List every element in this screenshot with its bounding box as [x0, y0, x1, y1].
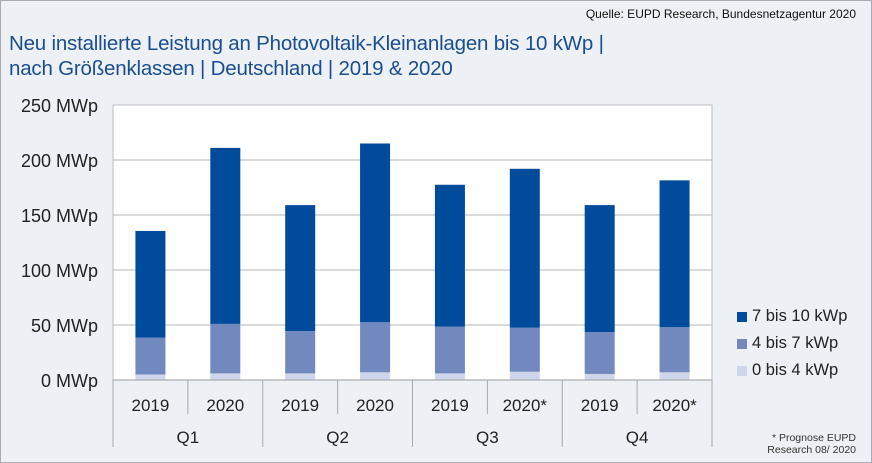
- x-tick-label: 2020*: [503, 396, 548, 415]
- chart-title: Neu installierte Leistung an Photovoltai…: [9, 31, 604, 81]
- legend-label: 7 bis 10 kWp: [752, 307, 848, 325]
- legend-swatch: [737, 365, 747, 376]
- bar-segment: [584, 332, 615, 374]
- chart-title-line-1: Neu installierte Leistung an Photovoltai…: [9, 32, 604, 55]
- y-tick-label: 200 MWp: [21, 151, 98, 171]
- legend-item-7-10: 7 bis 10 kWp: [737, 303, 847, 330]
- x-tick-label: 2019: [431, 396, 469, 415]
- y-tick-label: 50 MWp: [31, 316, 98, 336]
- legend-label: 4 bis 7 kWp: [752, 334, 839, 352]
- x-tick-label: 2020: [356, 396, 394, 415]
- bar-segment: [135, 230, 166, 338]
- x-tick-label: 2019: [581, 396, 619, 415]
- bar-segment: [360, 372, 391, 380]
- group-label: Q3: [476, 428, 499, 447]
- legend-label: 0 bis 4 kWp: [752, 361, 839, 379]
- bar-segment: [285, 205, 316, 332]
- bar-segment: [509, 371, 540, 380]
- bar-segment: [360, 143, 391, 323]
- y-tick-label: 250 MWp: [21, 96, 98, 116]
- footnote-line-2: Research 08/ 2020: [767, 444, 856, 456]
- bar-segment: [659, 180, 690, 328]
- plot-area: [112, 104, 713, 381]
- source-note: Quelle: EUPD Research, Bundesnetzagentur…: [585, 7, 856, 21]
- x-tick-label: 2019: [281, 396, 319, 415]
- legend-item-0-4: 0 bis 4 kWp: [737, 357, 847, 384]
- legend-swatch: [737, 311, 747, 322]
- y-tick-label: 0 MWp: [41, 371, 98, 391]
- bar-segment: [210, 147, 241, 324]
- group-label: Q4: [626, 428, 649, 447]
- y-tick-label: 150 MWp: [21, 206, 98, 226]
- bar-segment: [135, 337, 166, 375]
- bar-segment: [210, 373, 241, 380]
- bar-segment: [285, 331, 316, 374]
- footnote-line-1: * Prognose EUPD: [771, 432, 856, 444]
- bar-segment: [434, 373, 465, 380]
- bar-segment: [285, 373, 316, 380]
- x-tick-label: 2019: [132, 396, 170, 415]
- group-label: Q2: [326, 428, 349, 447]
- legend-swatch: [737, 338, 747, 349]
- bar-segment: [509, 327, 540, 372]
- x-tick-label: 2020*: [652, 396, 697, 415]
- y-tick-label: 100 MWp: [21, 261, 98, 281]
- bar-segment: [659, 372, 690, 380]
- legend-item-4-7: 4 bis 7 kWp: [737, 330, 847, 357]
- bar-segment: [434, 326, 465, 374]
- bar-segment: [360, 322, 391, 373]
- footnote: * Prognose EUPD Research 08/ 2020: [767, 432, 856, 456]
- bar-segment: [135, 374, 166, 380]
- bar-segment: [659, 327, 690, 373]
- legend: 7 bis 10 kWp 4 bis 7 kWp 0 bis 4 kWp: [737, 303, 847, 384]
- bar-segment: [210, 323, 241, 374]
- bar-segment: [434, 184, 465, 327]
- bar-segment: [509, 168, 540, 328]
- chart-title-line-2: nach Größenklassen | Deutschland | 2019 …: [9, 57, 453, 80]
- bar-segment: [584, 373, 615, 380]
- group-label: Q1: [177, 428, 200, 447]
- x-tick-label: 2020: [206, 396, 244, 415]
- bar-segment: [584, 205, 615, 333]
